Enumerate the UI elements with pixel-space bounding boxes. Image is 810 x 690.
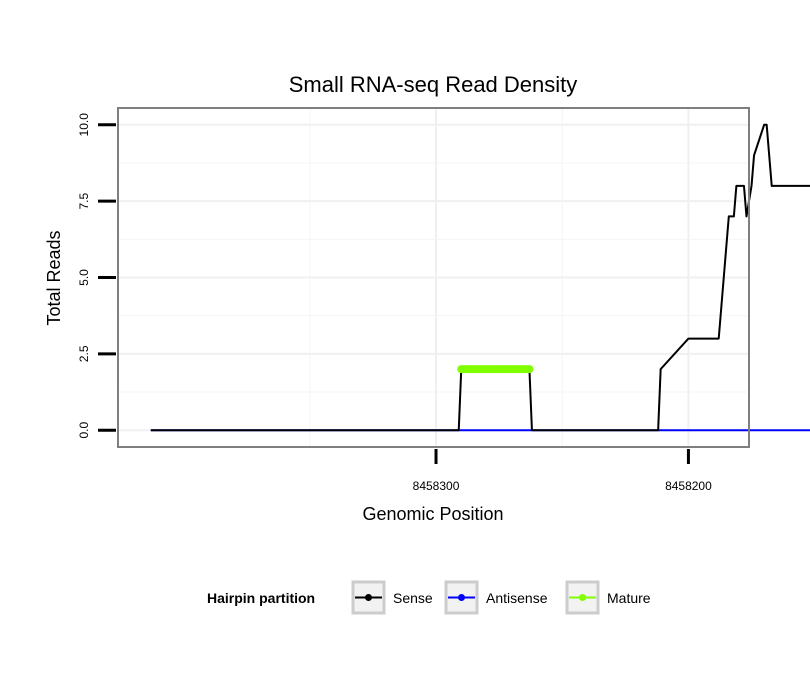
y-tick-label: 5.0 — [77, 269, 91, 286]
legend-key-point — [579, 594, 586, 601]
legend-item-mature: Mature — [565, 580, 651, 615]
plot-panel-border — [117, 107, 750, 448]
legend-label: Sense — [393, 590, 433, 606]
x-tick-label: 8458200 — [665, 479, 712, 493]
y-tick-label: 0.0 — [77, 422, 91, 439]
series-line-sense — [150, 123, 810, 432]
legend-key-point — [458, 594, 465, 601]
legend-title: Hairpin partition — [207, 590, 315, 606]
axes: 0.0 2.5 5.0 7.5 10.0 8458300 8458200 — [77, 113, 712, 493]
y-axis-title: Total Reads — [44, 230, 64, 325]
legend-label: Mature — [607, 590, 651, 606]
legend-label: Antisense — [486, 590, 548, 606]
legend-keys: Sense Antisense Mature — [351, 580, 651, 615]
y-tick-label: 10.0 — [77, 113, 91, 137]
legend-key-point — [365, 594, 372, 601]
data-point-mature — [525, 365, 534, 374]
x-tick-label: 8458300 — [413, 479, 460, 493]
x-axis-title: Genomic Position — [362, 504, 503, 524]
grid — [118, 108, 749, 447]
legend-item-sense: Sense — [351, 580, 433, 615]
chart-title: Small RNA-seq Read Density — [289, 72, 578, 97]
y-tick-label: 7.5 — [77, 192, 91, 209]
legend: Hairpin partition Sense Antisense Mature — [207, 580, 651, 615]
series-layer — [150, 123, 810, 432]
legend-item-antisense: Antisense — [444, 580, 548, 615]
y-tick-label: 2.5 — [77, 345, 91, 362]
